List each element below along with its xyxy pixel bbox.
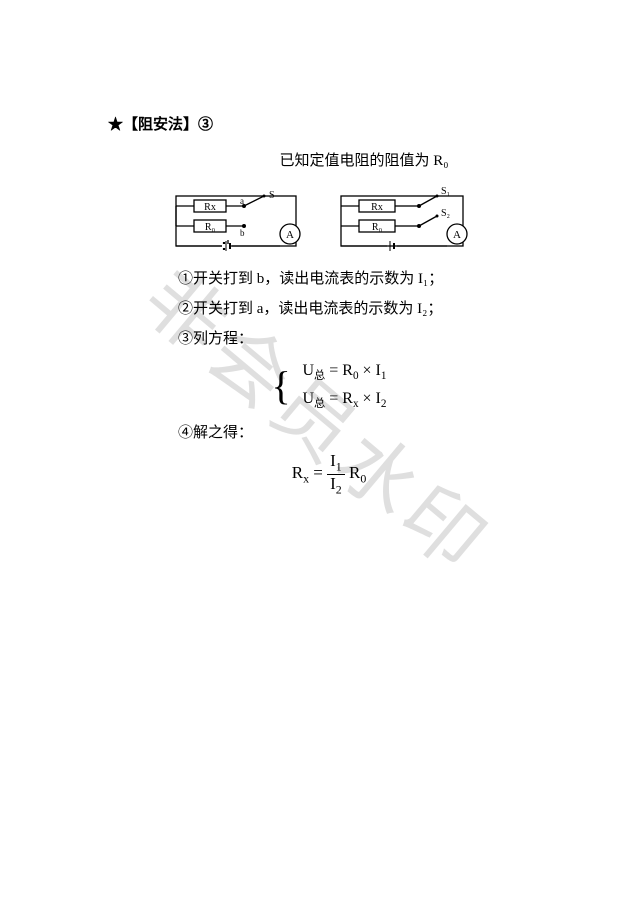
step-1: ①开关打到 b，读出电流表的示数为 I₁； xyxy=(178,264,550,294)
svg-text:b: b xyxy=(240,228,245,238)
circuit-left-icon: Rx a R₀ b S A xyxy=(172,182,317,254)
equation-2: U总 = Rx × I2 xyxy=(302,386,386,414)
svg-text:S: S xyxy=(269,190,275,201)
svg-text:S₂: S₂ xyxy=(441,208,450,219)
result-fraction: I1 I2 xyxy=(327,452,345,496)
svg-text:A: A xyxy=(453,229,461,241)
result-denominator: I2 xyxy=(327,475,345,496)
section-title: ★【阻安法】③ xyxy=(108,110,550,140)
step-4: ④解之得： xyxy=(178,418,550,448)
svg-text:Rx: Rx xyxy=(371,202,383,213)
known-condition: 已知定值电阻的阻值为 R₀ xyxy=(178,146,550,176)
svg-text:A: A xyxy=(286,229,294,241)
result-numerator: I1 xyxy=(327,452,345,474)
document-page: ★【阻安法】③ 已知定值电阻的阻值为 R₀ Rx a R₀ b xyxy=(0,0,640,496)
result-rhs: R0 xyxy=(349,463,366,482)
brace-icon: { xyxy=(272,366,291,406)
result-lhs: Rx = xyxy=(292,463,323,482)
result-equation: Rx = I1 I2 R0 xyxy=(108,452,550,496)
step-3: ③列方程： xyxy=(178,324,550,354)
step-2: ②开关打到 a，读出电流表的示数为 I₂； xyxy=(178,294,550,324)
svg-text:a: a xyxy=(240,196,244,206)
circuit-diagrams: Rx a R₀ b S A xyxy=(108,182,550,254)
svg-text:Rx: Rx xyxy=(204,202,216,213)
svg-text:S₁: S₁ xyxy=(441,186,450,197)
svg-text:R₀: R₀ xyxy=(371,222,382,233)
circuit-right-icon: Rx S₁ R₀ S₂ A xyxy=(337,182,487,254)
equation-system: { U总 = R0 × I1 U总 = Rx × I2 xyxy=(108,358,550,414)
equation-1: U总 = R0 × I1 xyxy=(302,358,386,386)
svg-text:R₀: R₀ xyxy=(204,222,215,233)
